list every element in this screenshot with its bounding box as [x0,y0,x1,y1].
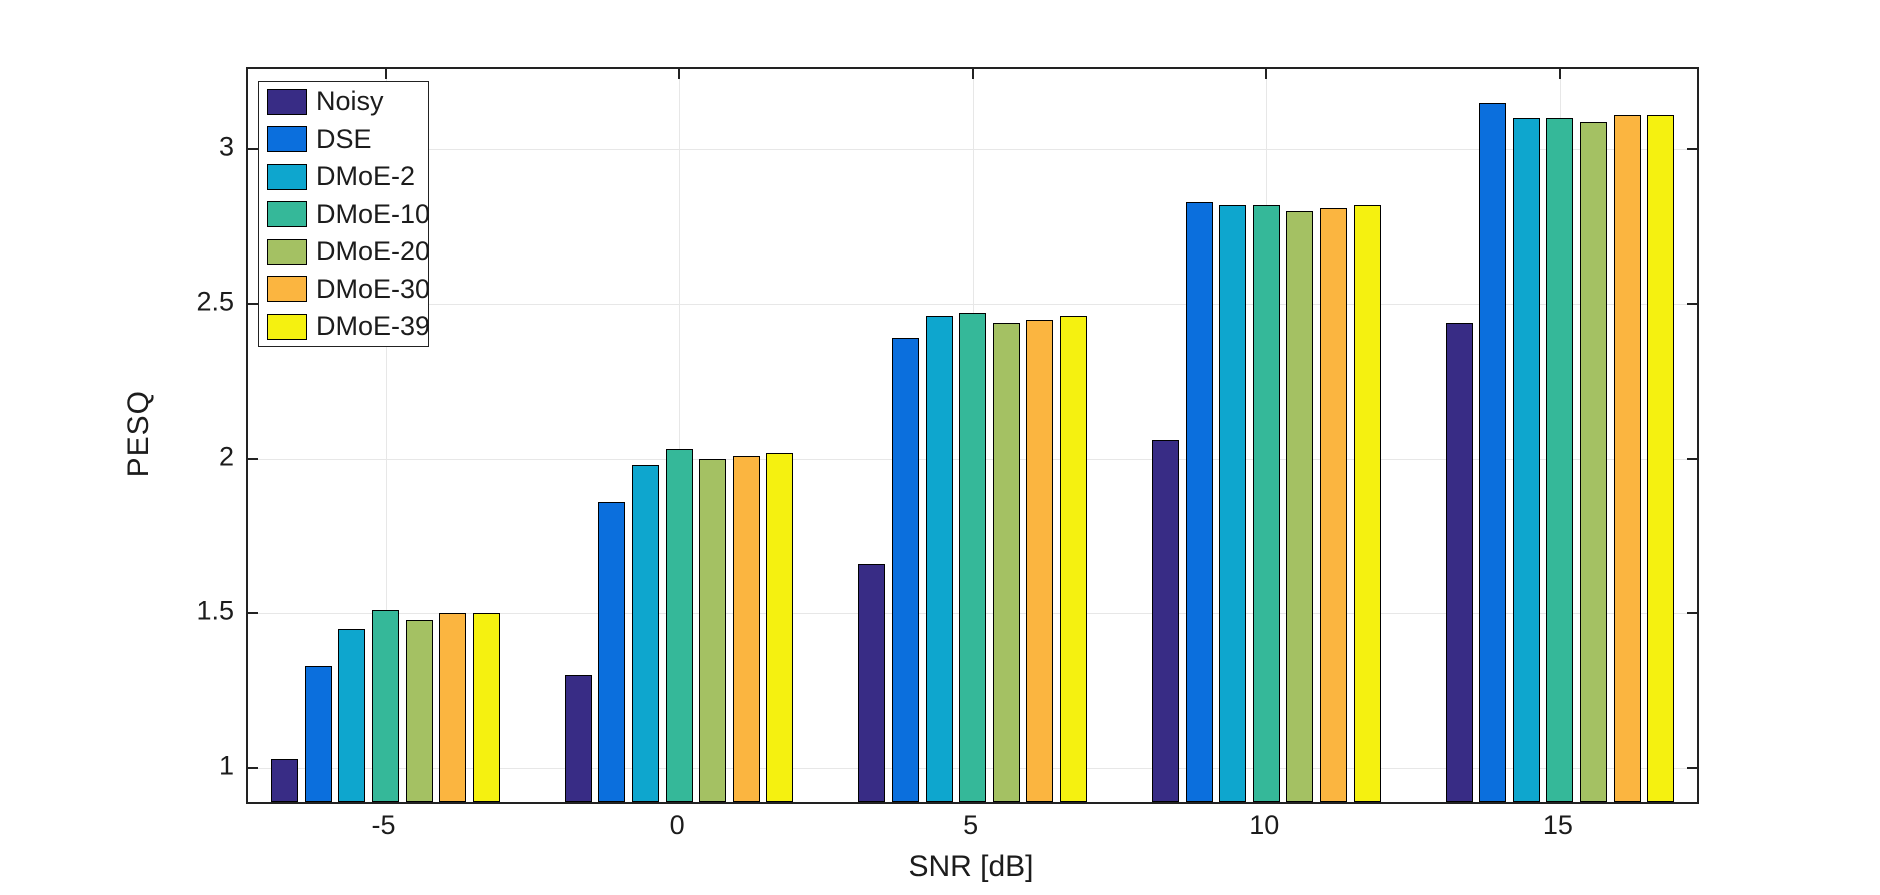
y-tick-label: 2 [218,441,234,472]
bar-noisy-snr15 [1445,322,1473,802]
bar-noisy-snr5 [858,563,886,802]
bar-dmoe-10-snr-5 [372,610,399,802]
y-tick-label: 3 [218,131,234,162]
bar-dmoe-20-snr-5 [405,619,433,802]
bar-dse-snr15 [1479,103,1507,802]
bar-dmoe-30-snr15 [1613,115,1641,802]
legend-entry: DSE [259,121,428,157]
y-tick-left [248,612,258,615]
legend-box: Noisy DSE DMoE-2 DMoE-10 DMoE-20 DMoE-30 DMoE-… [258,81,431,347]
y-tick-label: 2.5 [196,286,234,317]
bar-dmoe-39-snr15 [1647,115,1675,802]
legend-swatch [267,313,307,340]
y-tick-right [1687,148,1697,151]
bar-dse-snr-5 [304,665,332,802]
bar-dmoe-2-snr0 [632,464,659,802]
bar-dmoe-20-snr0 [699,458,727,802]
legend-label: DMoE-39 [316,311,431,341]
bar-dmoe-30-snr10 [1320,208,1347,802]
bar-dmoe-20-snr10 [1286,211,1314,802]
bar-dmoe-39-snr10 [1353,205,1381,802]
x-tick-top [384,69,387,79]
bar-dmoe-30-snr5 [1026,319,1054,802]
legend-entry: DMoE-2 [259,159,428,195]
bar-dmoe-39-snr5 [1060,316,1087,802]
x-gridline [679,69,681,802]
y-axis-label: PESQ [122,60,156,807]
legend-label: DMoE-10 [316,198,431,229]
x-tick-label: 10 [1249,810,1280,840]
bar-dmoe-2-snr5 [925,316,953,802]
y-gridline [248,149,1697,151]
bar-dmoe-39-snr-5 [472,613,500,802]
legend-label: DMoE-30 [316,273,431,304]
bar-noisy-snr0 [564,675,592,802]
bar-dmoe-10-snr15 [1546,118,1574,802]
bar-dmoe-2-snr-5 [338,628,366,802]
x-tick-top [1558,69,1561,79]
legend-label: DSE [316,123,372,154]
plot-area [246,67,1699,804]
legend-entry: DMoE-10 [259,196,431,232]
bar-dmoe-20-snr15 [1580,121,1607,802]
y-tick-right [1687,457,1697,460]
legend-label: Noisy [316,86,384,116]
x-tick-label: 0 [669,810,685,840]
bar-dse-snr5 [892,338,919,802]
bar-dse-snr10 [1185,201,1213,802]
legend-entry: DMoE-39 [259,309,431,345]
x-tick-top [678,69,681,79]
bar-dmoe-10-snr10 [1252,205,1280,802]
bar-dmoe-39-snr0 [766,452,794,802]
legend-entry: DMoE-30 [259,271,431,307]
legend-entry: DMoE-20 [259,234,431,270]
y-tick-left [248,766,258,769]
legend-swatch [267,201,307,227]
y-gridline [248,304,1697,306]
x-gridline [385,69,387,802]
y-tick-right [1687,303,1697,306]
bar-dse-snr0 [598,501,626,802]
legend-swatch [267,276,307,302]
y-tick-left [248,303,258,306]
y-tick-right [1687,766,1697,769]
bar-dmoe-30-snr-5 [439,613,467,802]
y-tick-label: 1.5 [196,595,234,626]
legend-label: DMoE-2 [316,161,416,191]
x-axis-label: SNR [dB] [908,850,1034,883]
bar-dmoe-30-snr0 [732,455,760,802]
legend-label: DMoE-20 [316,236,431,266]
bar-noisy-snr-5 [271,758,299,802]
bar-dmoe-10-snr0 [665,449,693,802]
legend-swatch [267,88,307,115]
bar-noisy-snr10 [1152,440,1179,802]
bar-dmoe-20-snr5 [992,322,1020,802]
legend-swatch [267,126,307,152]
y-tick-right [1687,612,1697,615]
legend-entry: Noisy [259,84,428,120]
legend-swatch [267,163,307,190]
x-tick-label: 15 [1542,810,1573,840]
y-tick-left [248,148,258,151]
bar-dmoe-10-snr5 [959,313,987,802]
legend-swatch [267,238,307,265]
x-tick-label: -5 [371,810,396,840]
bar-dmoe-2-snr10 [1219,205,1247,802]
bar-dmoe-2-snr15 [1512,118,1540,802]
x-tick-top [971,69,974,79]
x-tick-top [1265,69,1268,79]
y-tick-label: 1 [218,750,234,781]
x-tick-label: 5 [963,810,979,840]
y-tick-left [248,457,258,460]
